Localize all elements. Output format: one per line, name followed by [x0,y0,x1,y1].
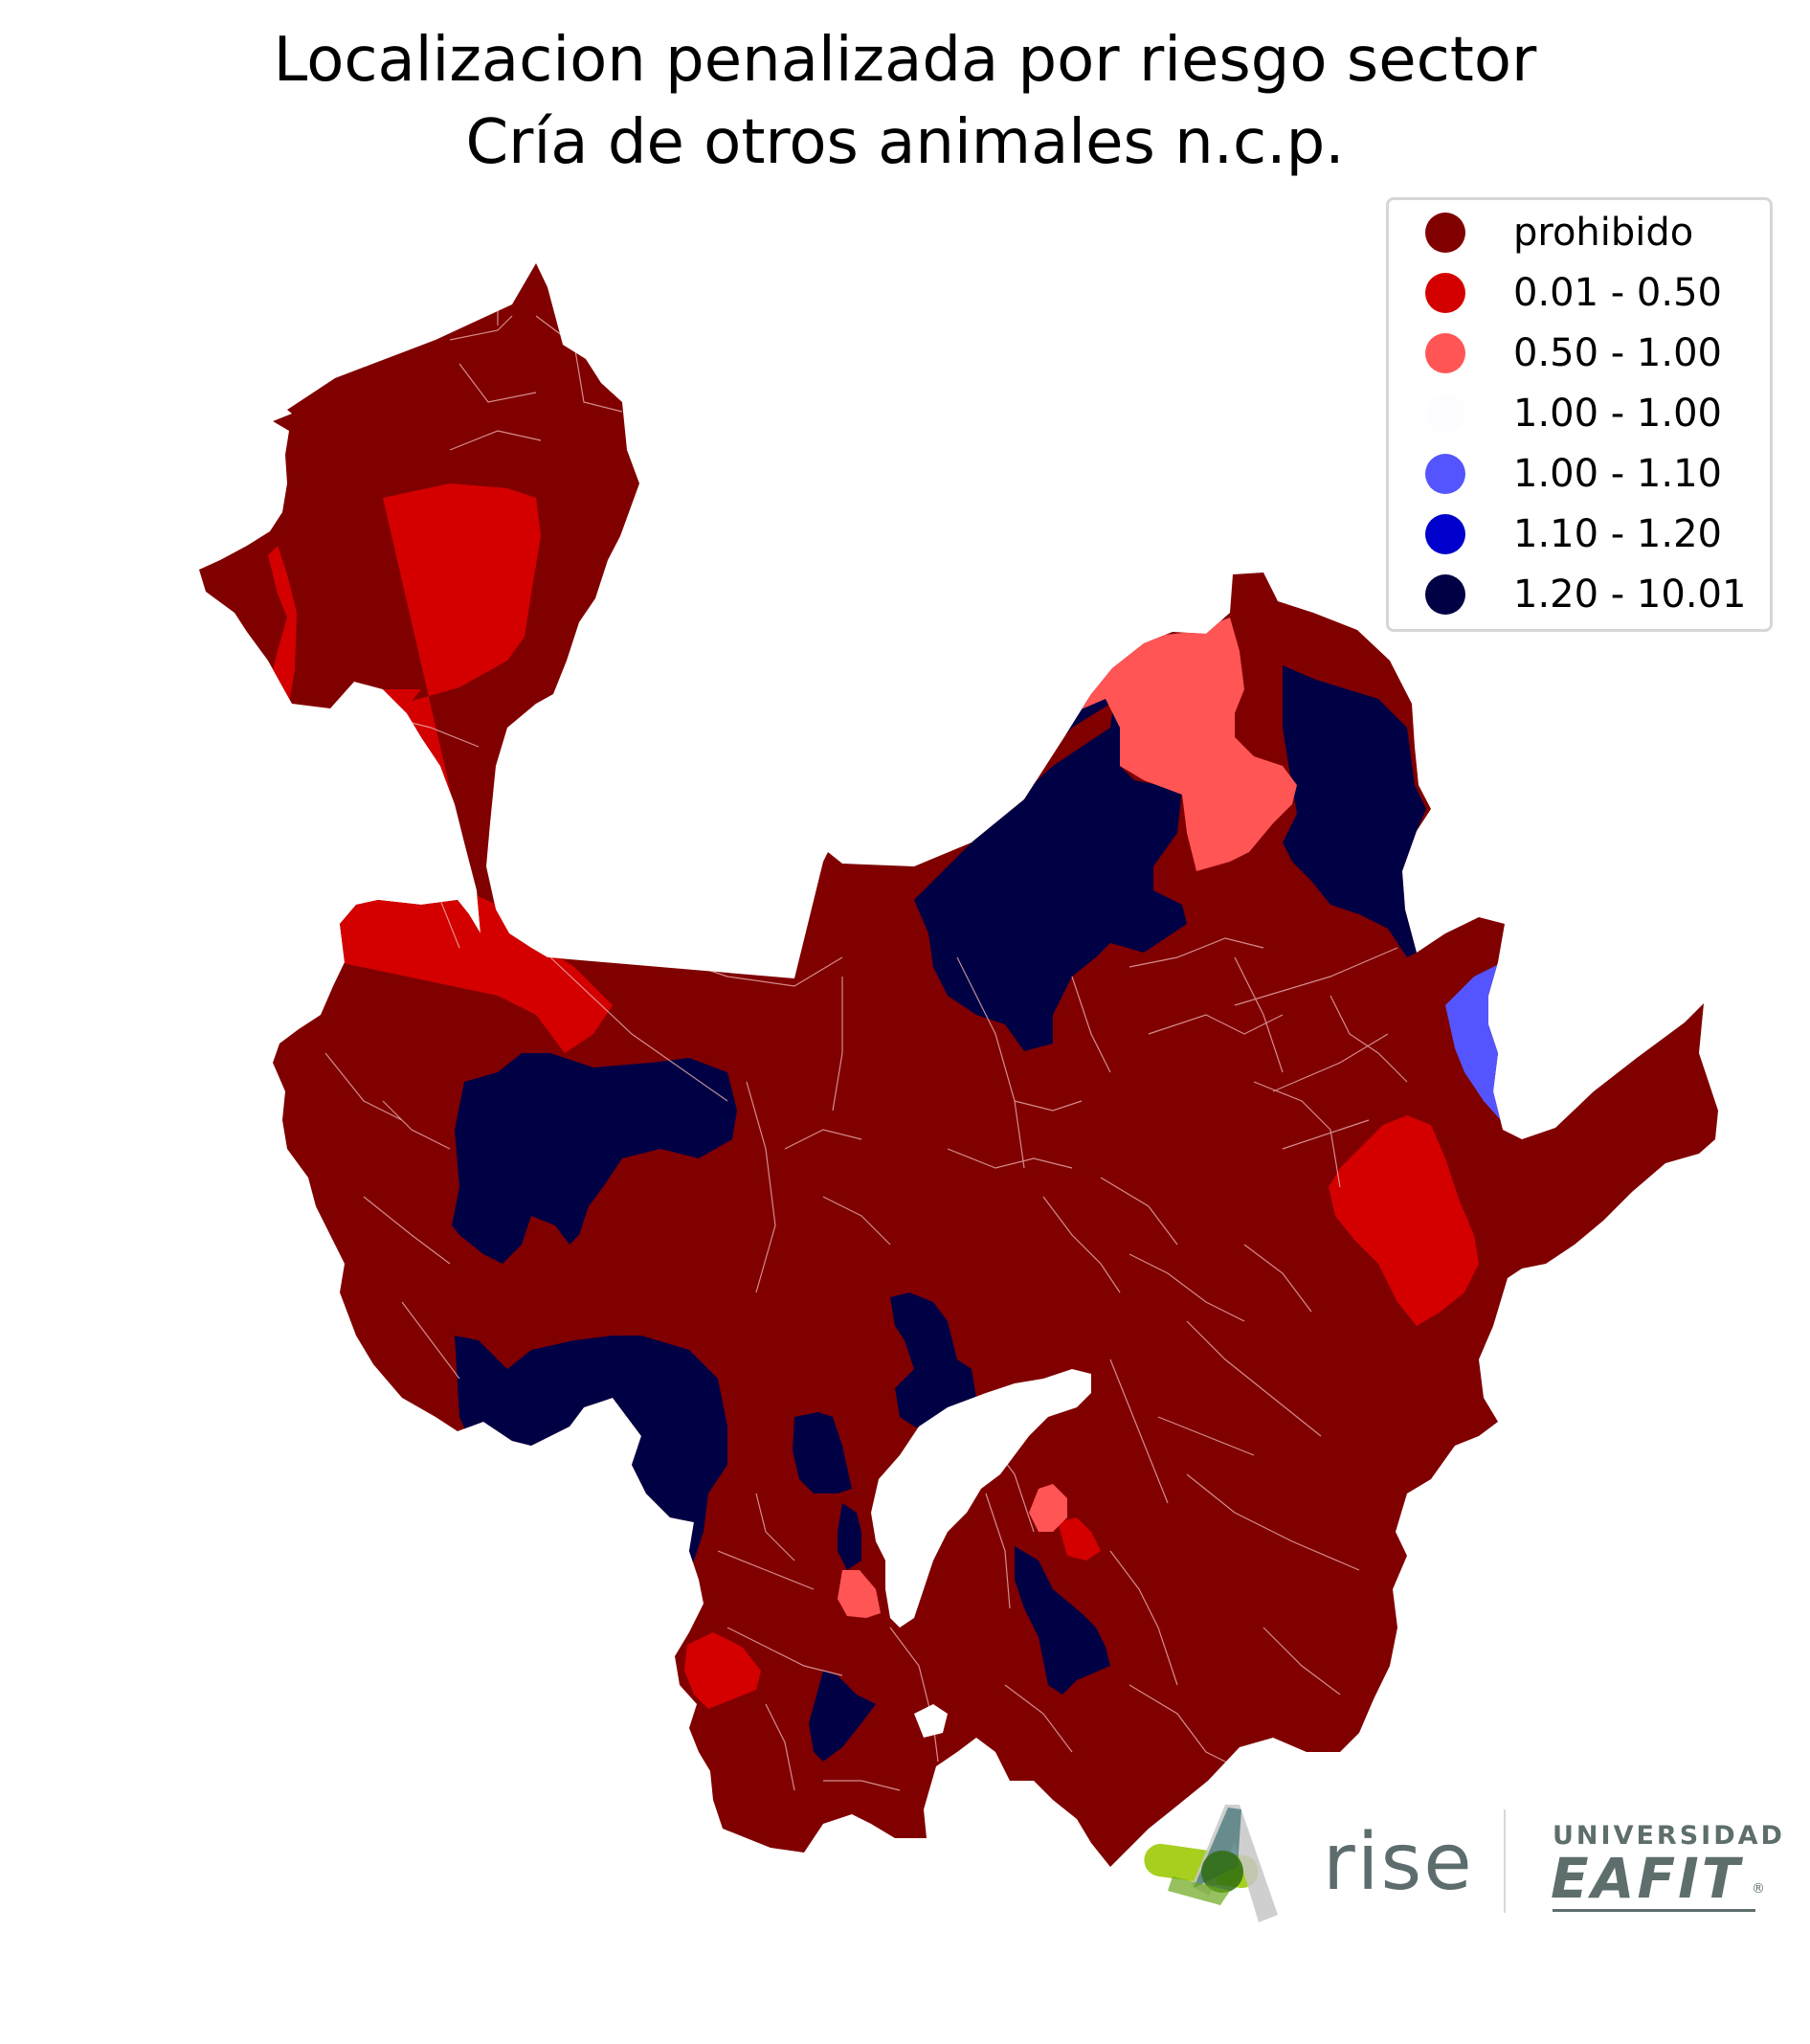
region-navy-central-a [890,1292,976,1431]
region-navy-north [914,689,1187,1051]
region-navy-west-lower [455,1336,727,1608]
rise-logo-text: rise [1323,1817,1474,1908]
reservoir-hole [871,1369,1091,1628]
legend-dot-r5 [1425,514,1465,554]
region-salmon-north [1043,618,1297,871]
legend-dot-r3 [1425,393,1465,434]
map-title-line2: Cría de otros animales n.c.p. [465,107,1345,178]
region-salmon-central [1029,1484,1067,1532]
legend-dot-r2 [1425,333,1465,373]
region-navy-south-a [1015,1546,1110,1695]
legend-item-r6: 1.20 - 10.01 [1389,562,1772,622]
legend-label: 1.20 - 10.01 [1513,573,1747,617]
legend-label: 1.10 - 1.20 [1513,512,1722,556]
legend-label: 0.50 - 1.00 [1513,331,1722,375]
map-legend: prohibido 0.01 - 0.50 0.50 - 1.00 1.00 -… [1386,197,1773,632]
region-navy-central-b [793,1412,861,1570]
eafit-logo-text: EAFIT [1551,1846,1743,1911]
eafit-logo-underline [1553,1909,1755,1912]
legend-dot-r6 [1425,574,1465,615]
legend-label: 1.00 - 1.10 [1513,452,1722,496]
legend-label: 0.01 - 0.50 [1513,271,1722,315]
region-navy-northeast [1283,665,1426,957]
region-red-central [1058,1517,1101,1561]
legend-item-r1: 0.01 - 0.50 [1389,260,1772,321]
legend-label: 1.00 - 1.00 [1513,392,1722,436]
logo-separator [1504,1809,1506,1913]
south-notch-hole [914,1704,948,1738]
legend-item-r3: 1.00 - 1.00 [1389,381,1772,441]
region-red-southwest [684,1632,761,1709]
region-salmon-southwest [838,1570,881,1618]
legend-dot-r4 [1425,454,1465,494]
legend-dot-prohibido [1425,213,1465,253]
legend-item-r4: 1.00 - 1.10 [1389,441,1772,502]
legend-item-prohibido: prohibido [1389,200,1772,260]
legend-dot-r1 [1425,273,1465,313]
eafit-logo-small-text: UNIVERSIDAD [1553,1821,1785,1851]
legend-label: prohibido [1513,211,1694,255]
rise-logo-icon [1144,1805,1278,1922]
legend-item-r5: 1.10 - 1.20 [1389,502,1772,562]
region-navy-south-b [809,1671,876,1762]
map-title-line1: Localizacion penalizada por riesgo secto… [273,25,1537,96]
region-red-east [1329,1115,1479,1326]
legend-item-r2: 0.50 - 1.00 [1389,321,1772,381]
region-navy-west-upper [452,1053,737,1264]
eafit-registered-mark: ® [1752,1881,1765,1897]
